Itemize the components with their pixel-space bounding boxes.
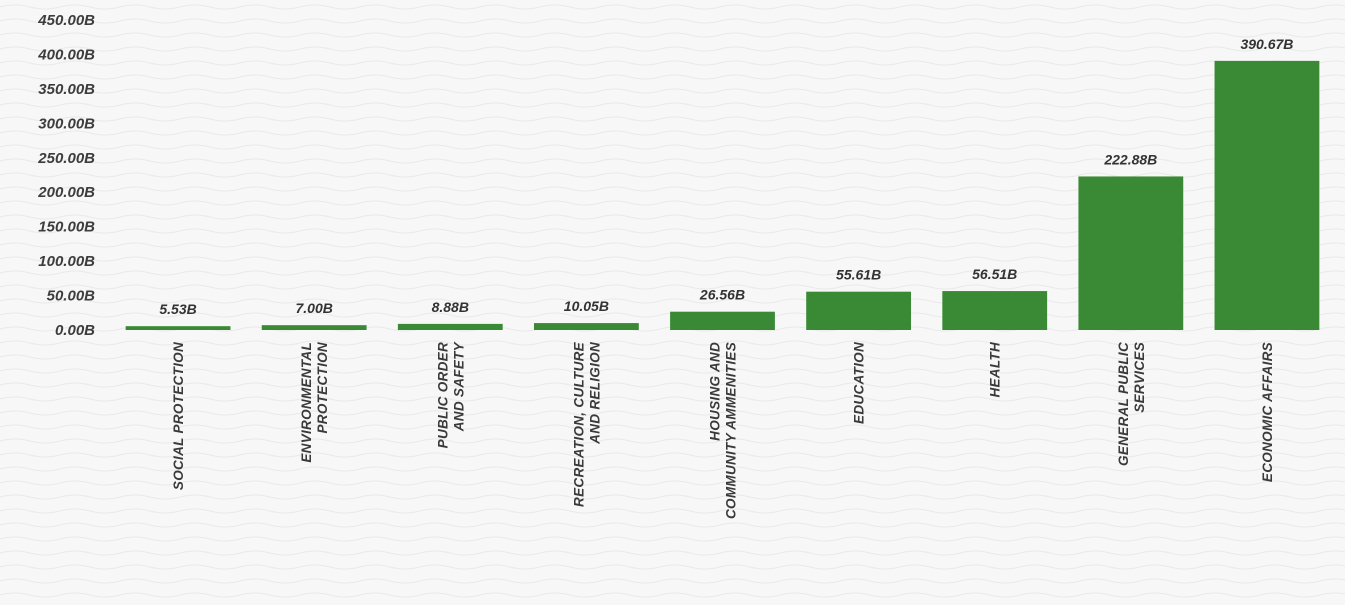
y-tick-label: 300.00B (38, 115, 95, 132)
svg-text:HOUSING ANDCOMMUNITY AMMENITIE: HOUSING ANDCOMMUNITY AMMENITIES (708, 342, 739, 519)
bar (533, 323, 639, 330)
data-labels-group: 5.53B 7.00B 8.88B 10.05B 26.56B 55.61B 56.51B 2… (159, 36, 1293, 317)
y-tick-label: 50.00B (47, 288, 96, 305)
x-tick-label: GENERAL PUBLICSERVICES (1116, 342, 1147, 466)
x-tick-label: SOCIAL PROTECTION (171, 342, 186, 490)
data-label: 55.61B (836, 267, 881, 283)
bar (806, 291, 912, 330)
svg-text:HEALTH: HEALTH (988, 342, 1003, 398)
bar (261, 325, 367, 330)
x-tick-label: HEALTH (988, 342, 1003, 398)
x-axis: SOCIAL PROTECTION ENVIRONMENTALPROTECTION… (171, 340, 1275, 519)
x-tick-label: EDUCATION (852, 342, 867, 424)
svg-text:GENERAL PUBLICSERVICES: GENERAL PUBLICSERVICES (1116, 342, 1147, 466)
data-label: 222.88B (1103, 151, 1157, 167)
y-tick-label: 250.00B (37, 150, 95, 167)
svg-text:RECREATION, CULTUREAND RELIGIO: RECREATION, CULTUREAND RELIGION (571, 341, 602, 507)
svg-text:PUBLIC ORDERAND SAFETY: PUBLIC ORDERAND SAFETY (435, 340, 466, 448)
y-tick-label: 450.00B (37, 12, 95, 29)
bar (1214, 60, 1320, 331)
x-tick-label: HOUSING ANDCOMMUNITY AMMENITIES (708, 342, 739, 519)
y-tick-label: 150.00B (38, 219, 95, 236)
svg-text:ENVIRONMENTALPROTECTION: ENVIRONMENTALPROTECTION (299, 342, 330, 463)
data-label: 8.88B (432, 299, 469, 315)
y-axis: 0.00B 50.00B 100.00B 150.00B 200.00B 250.00B 3… (37, 12, 95, 339)
svg-text:SOCIAL PROTECTION: SOCIAL PROTECTION (171, 342, 186, 490)
svg-text:ECONOMIC AFFAIRS: ECONOMIC AFFAIRS (1260, 342, 1275, 482)
y-tick-label: 0.00B (55, 322, 95, 339)
y-tick-label: 200.00B (37, 184, 95, 201)
bar (670, 311, 775, 330)
y-tick-label: 350.00B (38, 81, 95, 98)
bar (1078, 176, 1184, 330)
data-label: 10.05B (564, 298, 609, 314)
y-tick-label: 400.00B (37, 46, 95, 63)
bar (125, 326, 231, 330)
data-label: 390.67B (1240, 36, 1293, 52)
data-label: 56.51B (972, 266, 1017, 282)
x-tick-label: PUBLIC ORDERAND SAFETY (435, 340, 466, 448)
data-label: 5.53B (159, 301, 196, 317)
data-label: 7.00B (295, 300, 332, 316)
bar (942, 291, 1048, 330)
bars-group (125, 60, 1320, 331)
data-label: 26.56B (699, 287, 745, 303)
x-tick-label: RECREATION, CULTUREAND RELIGION (571, 341, 602, 507)
y-tick-label: 100.00B (38, 253, 95, 270)
bar (397, 323, 503, 330)
x-tick-label: ENVIRONMENTALPROTECTION (299, 342, 330, 463)
svg-text:EDUCATION: EDUCATION (852, 342, 867, 424)
x-tick-label: ECONOMIC AFFAIRS (1260, 342, 1275, 482)
